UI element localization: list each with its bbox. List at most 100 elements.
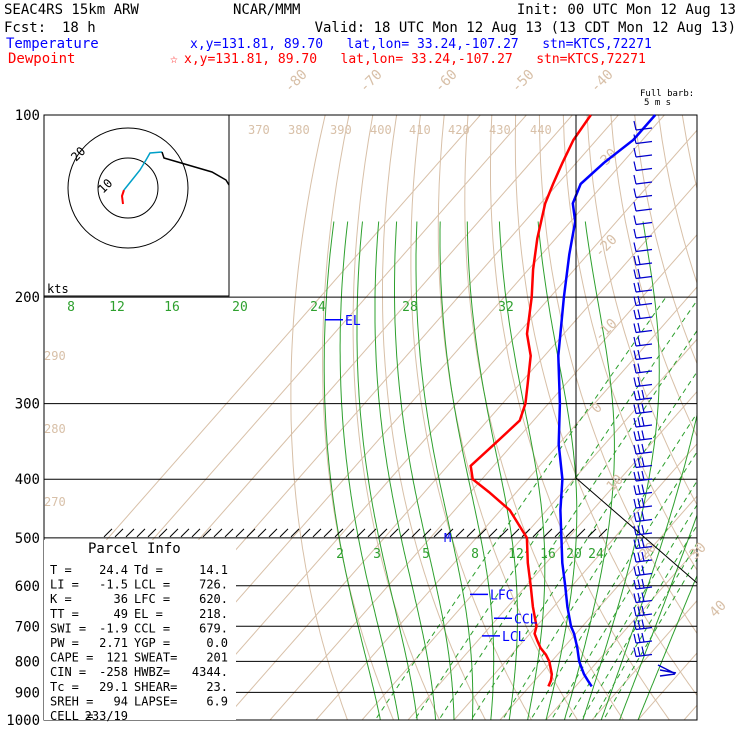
mixing-ratio-line <box>567 504 697 720</box>
dewpoint-legend: Dewpoint <box>8 51 75 67</box>
lfc-marker-label: LFC <box>490 588 513 603</box>
wind-barb <box>633 497 653 509</box>
dry-adiabat-line <box>657 115 697 285</box>
dry-adiabat-line <box>410 115 533 720</box>
parcel-value: 4344. <box>192 665 228 679</box>
parcel-key: LCL = <box>134 578 170 592</box>
parcel-panel-bg <box>44 540 236 720</box>
isotherm-label: -20 <box>592 232 621 261</box>
pressure-tick-label: 600 <box>15 579 40 595</box>
parcel-value: -1.5 <box>99 578 128 592</box>
mixing-ratio-line <box>413 299 697 720</box>
isotherm-line <box>545 547 697 720</box>
pressure-tick-label: 700 <box>15 619 40 635</box>
wind-barbs <box>633 120 677 677</box>
moist-adiabat-line <box>394 221 455 720</box>
parcel-value: 49 <box>114 607 128 621</box>
pressure-tick-label: 1000 <box>6 713 40 729</box>
moist-adiabat-line <box>619 513 697 720</box>
dry-adiabat-line <box>702 87 740 733</box>
ccl-marker-label: CCL <box>514 612 538 627</box>
wind-barb <box>633 228 653 239</box>
mixing-ratio-label: 16 <box>164 300 180 315</box>
parcel-value: 29.1 <box>99 680 128 694</box>
parcel-value: 14.1 <box>199 563 228 577</box>
pressure-tick-label: 300 <box>15 397 40 413</box>
theta-label: 420 <box>448 123 470 137</box>
dry-adiabat-line <box>514 115 697 697</box>
isotherm-line <box>499 495 697 720</box>
dry-adiabat-line <box>634 115 697 365</box>
parcel-key: YGP = <box>134 636 170 650</box>
parcel-key: CIN = <box>50 665 86 679</box>
mixing-ratio-line <box>470 371 697 720</box>
temperature-station-info: x,y=131.81, 89.70 lat,lon= 33.24,-107.27… <box>190 37 652 52</box>
hatched-500-line <box>103 528 608 538</box>
parcel-key: SWI = <box>50 621 86 635</box>
pressure-tick-label: 200 <box>15 290 40 306</box>
isotherm-label: 0 <box>589 400 606 417</box>
wind-barb <box>633 120 653 131</box>
theta-label: 370 <box>248 123 270 137</box>
isotherm-label: -50 <box>509 67 538 96</box>
wind-barb <box>633 565 653 577</box>
pressure-tick-label: 100 <box>15 108 40 124</box>
isotherm-label: -60 <box>432 67 461 96</box>
parcel-key: K = <box>50 592 72 606</box>
dry-adiabat-line <box>490 115 671 720</box>
parcel-value: 2.71 <box>99 636 128 650</box>
dry-adiabat-line <box>352 115 441 720</box>
wind-barb <box>633 457 653 469</box>
parcel-value: 0.0 <box>206 636 228 650</box>
wind-barb <box>633 134 653 145</box>
parcel-key: SREH = <box>50 694 93 708</box>
wind-barb <box>633 389 653 401</box>
mixing-ratio-label: 20 <box>566 547 582 562</box>
wind-barb <box>633 443 653 455</box>
theta-label: 440 <box>530 123 552 137</box>
parcel-title: Parcel Info <box>88 541 181 557</box>
moist-adiabat-line <box>498 221 546 720</box>
mixing-ratio-label: 24 <box>310 300 326 315</box>
theta-label: 270 <box>44 495 66 509</box>
wind-barb <box>633 242 653 253</box>
mixing-ratio-label: 20 <box>232 300 248 315</box>
mixing-ratio-line <box>374 296 667 720</box>
dewpoint-station-info: x,y=131.81, 89.70 lat,lon= 33.24,-107.27… <box>184 52 646 67</box>
mixing-ratio-label: 32 <box>498 300 514 315</box>
lcl-marker-label: LCL <box>502 630 526 645</box>
hodograph-ring-outer <box>67 127 189 249</box>
parcel-value: -1.9 <box>99 621 128 635</box>
parcel-info-panel: Parcel Info T = 24.4 Td = 14.1 LI = -1.5 LCL = 7… <box>44 540 236 723</box>
isotherm-line <box>361 338 697 720</box>
parcel-value: 218. <box>199 607 228 621</box>
chart-header: SEAC4RS 15km ARW NCAR/MMM Init: 00 UTC M… <box>4 2 736 108</box>
wind-barb <box>633 147 653 158</box>
hodograph-units-label: kts <box>47 282 69 296</box>
parcel-value: 121 <box>106 651 128 665</box>
mixing-ratio-label: 12 <box>508 547 524 562</box>
parcel-value: 679. <box>199 621 228 635</box>
parcel-value: 6.9 <box>206 694 228 708</box>
mb-marker-label: M <box>444 531 451 545</box>
parcel-value: 620. <box>199 592 228 606</box>
mixing-ratio-label: 2 <box>336 547 344 562</box>
el-marker-label: EL <box>345 314 361 329</box>
wind-barb <box>633 484 653 496</box>
wind-barb <box>633 282 653 293</box>
wind-barb <box>633 295 653 307</box>
init-time: Init: 00 UTC Mon 12 Aug 13 <box>517 2 736 18</box>
dry-adiabat-line <box>681 115 697 191</box>
mixing-ratio-label: 3 <box>373 547 381 562</box>
theta-label: 380 <box>288 123 310 137</box>
parcel-key: PW = <box>50 636 79 650</box>
mixing-ratio-line <box>592 542 697 720</box>
dry-adiabat-line <box>586 115 697 506</box>
wind-barb <box>633 376 653 388</box>
wind-barb <box>633 201 653 212</box>
theta-label: 400 <box>370 123 392 137</box>
fcst-label: Fcst: <box>4 20 46 36</box>
